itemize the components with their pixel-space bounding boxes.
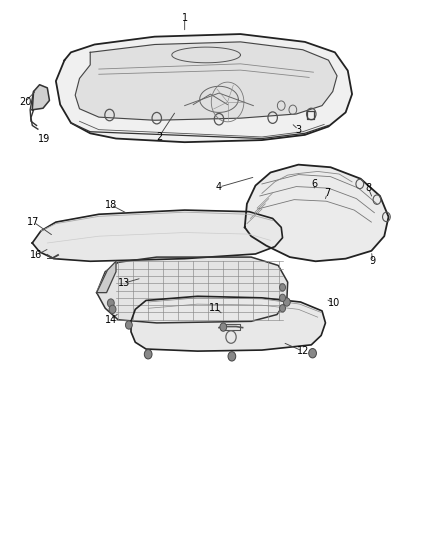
Circle shape bbox=[279, 284, 286, 291]
Circle shape bbox=[125, 321, 132, 329]
Text: 6: 6 bbox=[311, 179, 318, 189]
Text: 2: 2 bbox=[156, 132, 162, 142]
Text: 16: 16 bbox=[31, 250, 42, 260]
Circle shape bbox=[220, 323, 227, 332]
Circle shape bbox=[279, 305, 286, 312]
Circle shape bbox=[109, 305, 116, 313]
Text: 8: 8 bbox=[365, 183, 371, 193]
Polygon shape bbox=[97, 261, 116, 293]
Text: 10: 10 bbox=[328, 298, 340, 308]
Circle shape bbox=[279, 294, 286, 302]
Text: 7: 7 bbox=[324, 188, 330, 198]
Text: 13: 13 bbox=[117, 278, 130, 288]
Text: 20: 20 bbox=[19, 97, 31, 107]
Text: 4: 4 bbox=[216, 182, 222, 192]
Text: 3: 3 bbox=[295, 125, 301, 135]
Polygon shape bbox=[131, 296, 325, 351]
Polygon shape bbox=[56, 34, 352, 142]
Polygon shape bbox=[75, 42, 337, 120]
Circle shape bbox=[107, 299, 114, 307]
Polygon shape bbox=[32, 210, 283, 261]
Circle shape bbox=[228, 352, 236, 361]
Text: 17: 17 bbox=[28, 217, 40, 227]
Text: 9: 9 bbox=[370, 256, 376, 266]
Text: 14: 14 bbox=[105, 315, 117, 325]
Circle shape bbox=[309, 349, 316, 358]
Polygon shape bbox=[97, 257, 288, 323]
Polygon shape bbox=[32, 85, 49, 110]
Text: 11: 11 bbox=[209, 303, 222, 313]
Text: 18: 18 bbox=[105, 200, 117, 210]
Circle shape bbox=[144, 350, 152, 359]
Polygon shape bbox=[245, 165, 389, 261]
Circle shape bbox=[283, 298, 290, 306]
Text: 1: 1 bbox=[182, 13, 188, 23]
Text: 19: 19 bbox=[38, 134, 50, 143]
Text: 12: 12 bbox=[297, 346, 309, 356]
